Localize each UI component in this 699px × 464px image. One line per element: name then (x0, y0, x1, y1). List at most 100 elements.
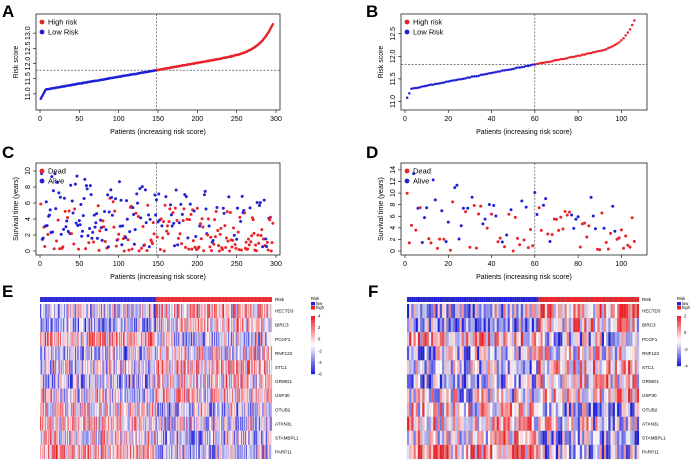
heatmap-cell (253, 402, 255, 417)
heatmap-cell (145, 402, 146, 417)
heatmap-cell (205, 430, 207, 445)
heatmap-cell (206, 304, 208, 319)
gene-label: ATXN3L (275, 421, 292, 426)
heatmap-cell (55, 332, 57, 347)
heatmap-cell (111, 332, 113, 347)
heatmap-cell (168, 430, 170, 445)
heatmap-cell (134, 444, 135, 460)
heatmap-cell (187, 332, 189, 347)
heatmap-cell (140, 430, 142, 445)
risk-annotation-cell (143, 297, 145, 302)
heatmap-cell (422, 303, 425, 319)
dead-point (498, 236, 502, 240)
color-scale-segment (311, 321, 315, 324)
heatmap-cell (112, 304, 113, 319)
heatmap-cell (228, 318, 230, 333)
heatmap-cell (155, 360, 157, 375)
dead-point (178, 232, 182, 236)
heatmap-cell (172, 304, 174, 319)
heatmap-cell (141, 346, 143, 361)
heatmap-cell (109, 374, 111, 389)
heatmap-cell (133, 416, 135, 431)
color-scale-segment (311, 335, 315, 338)
heatmap-cell (226, 332, 228, 347)
heatmap-cell (268, 374, 269, 389)
risk-annotation-cell (237, 297, 239, 302)
risk-point (555, 58, 558, 62)
heatmap-cell (164, 304, 166, 319)
heatmap-cell (157, 444, 159, 460)
risk-annotation-cell (206, 297, 208, 302)
heatmap-cell (481, 332, 484, 347)
alive-point (422, 216, 426, 220)
heatmap-cell (623, 303, 626, 319)
heatmap-cell (248, 444, 250, 460)
heatmap-cell (176, 346, 178, 361)
heatmap-cell (46, 374, 48, 389)
heatmap-cell (46, 332, 48, 347)
heatmap-cell (88, 402, 90, 417)
heatmap-cell (233, 318, 235, 333)
heatmap-cell (49, 346, 51, 361)
heatmap-cell (195, 332, 197, 347)
x-tick-label: 150 (152, 116, 164, 123)
heatmap-cell (223, 318, 225, 333)
heatmap-cell (192, 332, 193, 347)
heatmap-cell (87, 318, 89, 333)
dead-point (230, 245, 234, 249)
dead-point (619, 228, 623, 232)
heatmap-cell (221, 318, 222, 333)
heatmap-cell (206, 318, 208, 333)
heatmap-cell (179, 346, 181, 361)
alive-point (240, 194, 244, 198)
heatmap-cell (254, 304, 256, 319)
risk-annotation-cell (90, 297, 92, 302)
heatmap-cell (254, 318, 256, 333)
heatmap-cell (237, 444, 239, 460)
heatmap-cell (155, 416, 157, 431)
heatmap-cell (54, 374, 55, 389)
heatmap-cell (87, 318, 88, 333)
heatmap-cell (108, 444, 110, 460)
risk-annotation-cell (433, 296, 436, 303)
heatmap-cell (256, 346, 258, 361)
heatmap-cell (112, 430, 113, 445)
heatmap-cell (185, 416, 186, 431)
heatmap-cell (220, 374, 222, 389)
y-axis-label: Risk score (378, 46, 385, 79)
heatmap-cell (218, 416, 220, 431)
heatmap-cell (240, 416, 242, 431)
alive-point (143, 188, 147, 192)
risk-annotation-cell (67, 297, 69, 302)
dead-point (522, 238, 526, 242)
alive-point (177, 221, 181, 225)
heatmap-cell (268, 360, 269, 375)
risk-annotation-cell (101, 297, 103, 302)
heatmap-cell (247, 332, 249, 347)
heatmap-cell (90, 318, 92, 333)
heatmap-cell (213, 304, 215, 319)
heatmap-cell (181, 388, 183, 403)
heatmap-cell (190, 318, 192, 333)
heatmap-cell (97, 346, 99, 361)
heatmap-cell (119, 402, 121, 417)
heatmap-cell (246, 360, 247, 375)
heatmap-cell (509, 303, 513, 319)
heatmap-cell (170, 332, 171, 347)
heatmap-cell (55, 416, 57, 431)
heatmap-cell (81, 430, 83, 445)
risk-annotation-cell (461, 296, 465, 303)
dead-point (162, 220, 166, 224)
heatmap-cell (269, 388, 271, 403)
heatmap-cell (64, 430, 66, 445)
risk-annotation-cell (188, 297, 190, 302)
risk-annotation-cell (437, 296, 440, 303)
risk-annotation-cell (178, 297, 180, 302)
heatmap-cell (227, 332, 229, 347)
alive-point (591, 214, 595, 218)
heatmap-cell (231, 444, 233, 460)
dead-point (228, 249, 232, 253)
heatmap-cell (94, 388, 95, 403)
heatmap-cell (610, 332, 613, 347)
heatmap-cell (94, 346, 95, 361)
